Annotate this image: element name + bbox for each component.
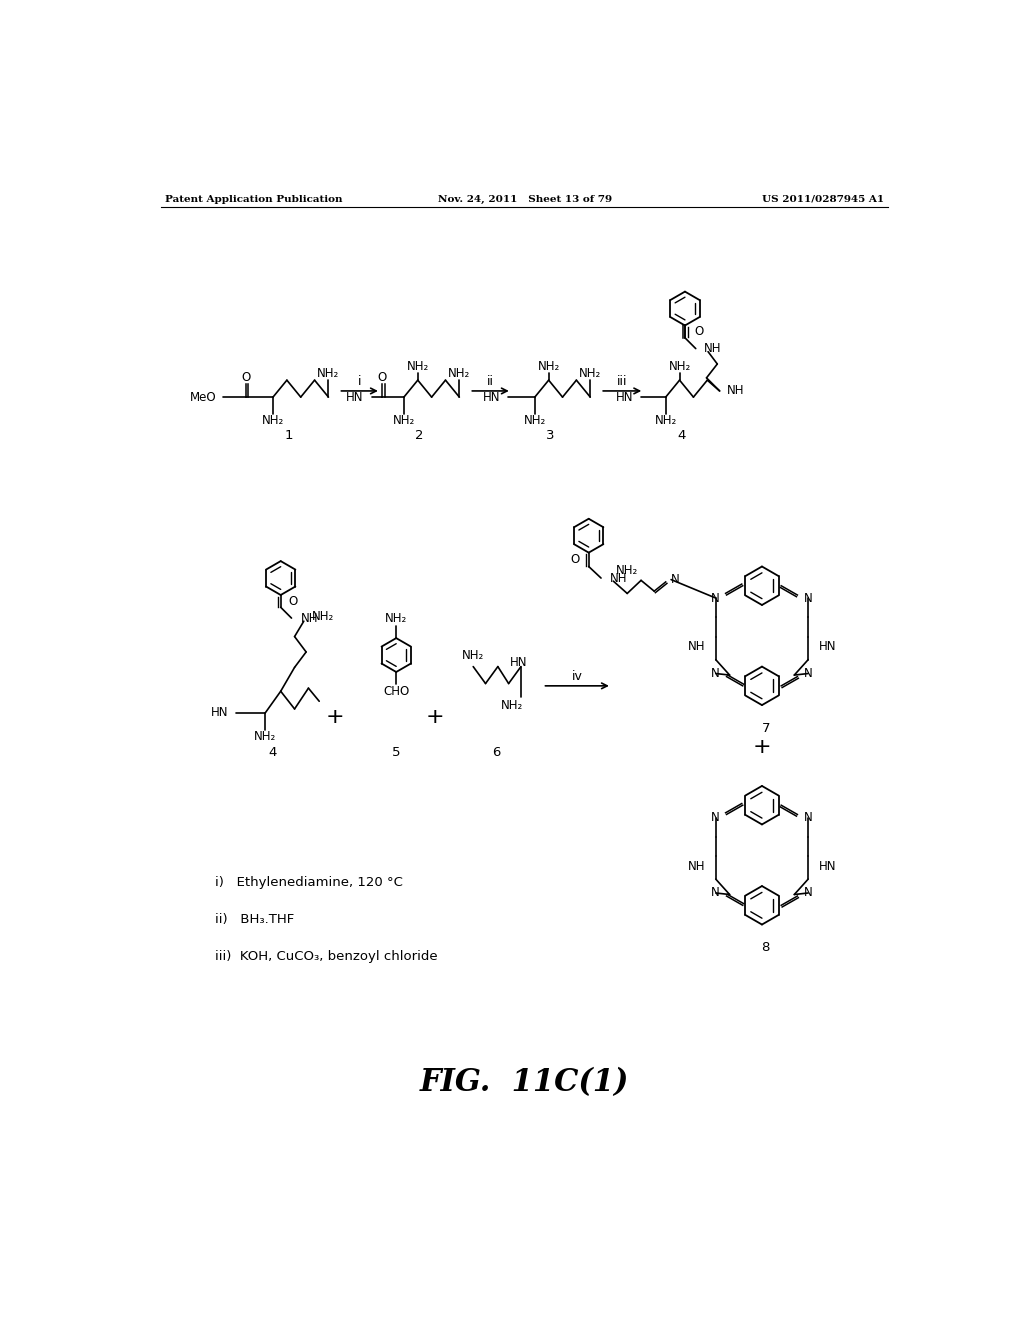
- Text: N: N: [711, 667, 720, 680]
- Text: +: +: [753, 738, 771, 758]
- Text: HN: HN: [211, 706, 228, 719]
- Text: HN: HN: [819, 859, 837, 873]
- Text: O: O: [242, 371, 251, 384]
- Text: +: +: [425, 706, 444, 726]
- Text: NH: NH: [301, 611, 318, 624]
- Text: N: N: [711, 810, 720, 824]
- Text: Nov. 24, 2011   Sheet 13 of 79: Nov. 24, 2011 Sheet 13 of 79: [437, 195, 612, 203]
- Text: 4: 4: [677, 429, 685, 442]
- Text: FIG.  11C(1): FIG. 11C(1): [420, 1067, 630, 1098]
- Text: NH₂: NH₂: [669, 360, 691, 372]
- Text: US 2011/0287945 A1: US 2011/0287945 A1: [762, 195, 885, 203]
- Text: NH₂: NH₂: [538, 360, 560, 372]
- Text: NH₂: NH₂: [449, 367, 470, 380]
- Text: O: O: [694, 325, 703, 338]
- Text: 6: 6: [493, 746, 501, 759]
- Text: CHO: CHO: [383, 685, 410, 698]
- Text: HN: HN: [346, 391, 364, 404]
- Text: NH₂: NH₂: [523, 414, 546, 428]
- Text: NH₂: NH₂: [580, 367, 601, 380]
- Text: NH₂: NH₂: [385, 612, 408, 626]
- Text: Patent Application Publication: Patent Application Publication: [165, 195, 343, 203]
- Text: NH₂: NH₂: [616, 564, 638, 577]
- Text: i)   Ethylenediamine, 120 °C: i) Ethylenediamine, 120 °C: [215, 875, 403, 888]
- Text: O: O: [378, 371, 387, 384]
- Text: N: N: [804, 591, 813, 605]
- Text: NH: NH: [727, 384, 744, 397]
- Text: +: +: [326, 706, 344, 726]
- Text: 1: 1: [284, 429, 293, 442]
- Text: 3: 3: [546, 429, 554, 442]
- Text: NH₂: NH₂: [262, 414, 284, 428]
- Text: 2: 2: [415, 429, 424, 442]
- Text: NH: NH: [610, 572, 628, 585]
- Text: 7: 7: [762, 722, 770, 735]
- Text: N: N: [804, 667, 813, 680]
- Text: NH₂: NH₂: [317, 367, 340, 380]
- Text: NH₂: NH₂: [462, 649, 484, 663]
- Text: iii)  KOH, CuCO₃, benzoyl chloride: iii) KOH, CuCO₃, benzoyl chloride: [215, 949, 438, 962]
- Text: O: O: [570, 553, 580, 566]
- Text: NH: NH: [687, 859, 705, 873]
- Text: NH: NH: [705, 342, 722, 355]
- Text: 8: 8: [762, 941, 770, 954]
- Text: HN: HN: [819, 640, 837, 653]
- Text: ii)   BH₃.THF: ii) BH₃.THF: [215, 912, 295, 925]
- Text: NH₂: NH₂: [393, 414, 415, 428]
- Text: N: N: [711, 591, 720, 605]
- Text: O: O: [289, 594, 298, 607]
- Text: N: N: [671, 573, 680, 586]
- Text: 5: 5: [392, 746, 400, 759]
- Text: iii: iii: [616, 375, 628, 388]
- Text: N: N: [804, 887, 813, 899]
- Text: NH₂: NH₂: [312, 610, 334, 623]
- Text: MeO: MeO: [190, 391, 217, 404]
- Text: NH₂: NH₂: [254, 730, 276, 743]
- Text: NH: NH: [687, 640, 705, 653]
- Text: NH₂: NH₂: [407, 360, 429, 372]
- Text: iv: iv: [571, 671, 583, 684]
- Text: N: N: [804, 810, 813, 824]
- Text: 4: 4: [269, 746, 278, 759]
- Text: ii: ii: [487, 375, 494, 388]
- Text: NH₂: NH₂: [654, 414, 677, 428]
- Text: i: i: [357, 375, 361, 388]
- Text: NH₂: NH₂: [501, 698, 523, 711]
- Text: HN: HN: [482, 391, 500, 404]
- Text: N: N: [711, 887, 720, 899]
- Text: HN: HN: [510, 656, 527, 669]
- Text: HN: HN: [615, 391, 634, 404]
